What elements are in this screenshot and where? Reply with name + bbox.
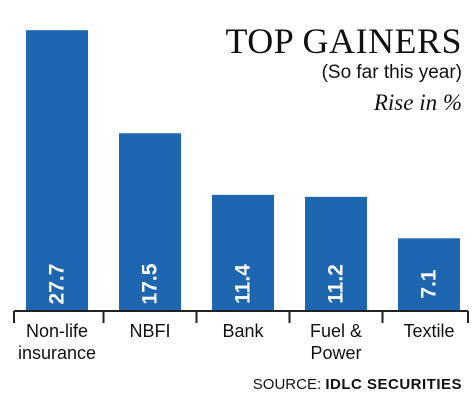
x-axis	[13, 310, 469, 323]
chart-title: TOP GAINERS	[225, 21, 462, 61]
bar	[305, 196, 367, 310]
category-label: Textile	[403, 321, 454, 341]
bar	[212, 194, 274, 310]
bar-value-label: 11.2	[325, 264, 348, 304]
bar-value-label: 27.7	[46, 264, 69, 305]
category-label: Non-life insurance	[18, 321, 96, 363]
y-axis-unit-label: Rise in %	[373, 90, 462, 115]
bar-value-label: 17.5	[139, 263, 162, 304]
bar-value-label: 7.1	[418, 269, 441, 299]
source-prefix: SOURCE:	[252, 376, 322, 393]
bar-value-label: 11.4	[232, 264, 255, 304]
bar	[26, 30, 88, 311]
category-label: Bank	[222, 321, 264, 341]
bar	[398, 238, 460, 310]
source-credit: SOURCE: IDLC SECURITIES	[253, 376, 462, 393]
category-label: NBFI	[129, 321, 170, 341]
source-name: IDLC SECURITIES	[325, 376, 462, 393]
category-label: Fuel & Power	[310, 321, 362, 363]
bars-group: 27.7 17.5 11.4 11.2 7.1	[26, 30, 460, 311]
bar	[119, 133, 181, 310]
category-labels: Non-life insurance NBFI Bank Fuel & Power Text…	[18, 321, 455, 363]
chart-subtitle: (So far this year)	[321, 62, 462, 83]
